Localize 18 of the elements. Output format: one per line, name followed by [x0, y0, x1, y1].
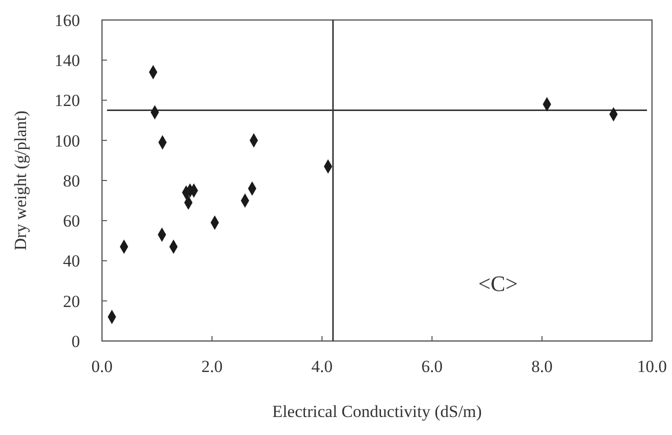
- x-tick-label: 4.0: [311, 357, 333, 376]
- y-tick-label: 80: [63, 171, 80, 190]
- y-tick-label: 0: [72, 332, 80, 351]
- x-tick-label: 6.0: [421, 357, 443, 376]
- y-tick-label: 160: [54, 10, 80, 30]
- y-tick-label: 100: [54, 131, 80, 150]
- annotation: <C>: [478, 271, 518, 296]
- x-tick-label: 10.0: [637, 357, 667, 376]
- y-tick-label: 60: [63, 212, 80, 231]
- y-tick-label: 40: [63, 252, 80, 271]
- x-tick-label: 0.0: [91, 357, 113, 376]
- y-tick-label: 140: [54, 51, 80, 70]
- x-axis-title: Electrical Conductivity (dS/m): [272, 402, 482, 421]
- y-tick-label: 120: [54, 91, 80, 110]
- x-tick-label: 8.0: [531, 357, 553, 376]
- y-axis-title: Dry weight (g/plant): [11, 110, 30, 250]
- y-tick-label: 20: [63, 292, 80, 311]
- x-tick-label: 2.0: [201, 357, 223, 376]
